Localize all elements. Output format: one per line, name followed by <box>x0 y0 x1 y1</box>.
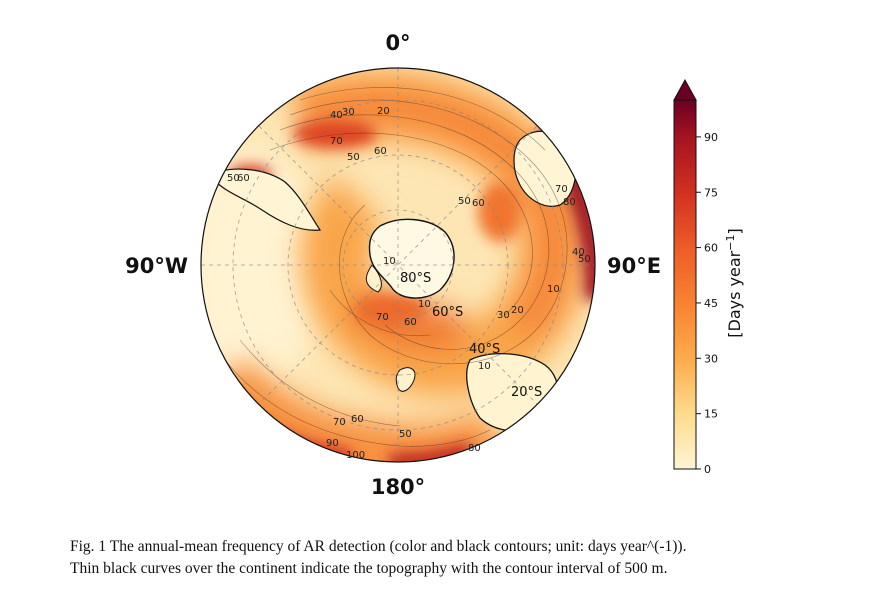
caption-line-2: Thin black curves over the continent ind… <box>70 560 668 577</box>
contour-label: 70 <box>333 417 346 428</box>
colorbar-tick-label: 75 <box>704 186 718 199</box>
lat-label-60s: 60°S <box>432 305 463 320</box>
contour-label: 70 <box>330 136 343 147</box>
contour-label: 100 <box>346 450 365 461</box>
contour-label: 70 <box>376 312 389 323</box>
contour-label: 30 <box>497 310 510 321</box>
lat-label-40s: 40°S <box>469 342 500 357</box>
contour-label: 50 <box>458 196 471 207</box>
colorbar-tick-label: 15 <box>704 408 718 421</box>
frequency-field <box>201 68 595 462</box>
contour-label: 20 <box>511 305 524 316</box>
lat-label-80s: 80°S <box>400 271 431 286</box>
contour-label: 60 <box>351 414 364 425</box>
contour-label: 10 <box>547 284 560 295</box>
contour-label: 60 <box>404 317 417 328</box>
colorbar-tick-label: 0 <box>704 463 711 476</box>
contour-label: 40 <box>330 110 343 121</box>
map-boundary <box>200 67 596 463</box>
contour-label: 90 <box>326 438 339 449</box>
contour-label: 60 <box>374 146 387 157</box>
contour-label: 80 <box>468 443 481 454</box>
contour-label: 50 <box>347 152 360 163</box>
colorbar: 0 15 30 45 60 75 90 [Days year−1] <box>673 78 744 476</box>
contour-label: 10 <box>383 256 396 267</box>
contour-label: 50 <box>399 429 412 440</box>
contour-label: 50 <box>227 173 240 184</box>
contour-label: 70 <box>555 184 568 195</box>
colorbar-label: [Days year−1] <box>724 228 744 337</box>
colorbar-tick-label: 45 <box>704 297 718 310</box>
colorbar-tick-label: 30 <box>704 352 718 365</box>
polar-map-figure: 40 30 20 70 50 60 50 60 50 60 70 80 10 3… <box>125 31 744 499</box>
contour-label: 10 <box>478 361 491 372</box>
colorbar-bar <box>673 99 697 470</box>
figure-caption: Fig. 1 The annual-mean frequency of AR d… <box>70 536 850 580</box>
contour-label: 30 <box>342 107 355 118</box>
lon-label-90e: 90°E <box>607 254 661 278</box>
graticule <box>201 68 595 462</box>
contour-label: 40 <box>572 247 585 258</box>
lon-label-0: 0° <box>385 31 410 55</box>
contour-label: 60 <box>237 173 250 184</box>
colorbar-tick-label: 60 <box>704 242 718 255</box>
lon-label-180: 180° <box>371 475 425 499</box>
contour-labels: 40 30 20 70 50 60 50 60 50 60 70 80 10 3… <box>227 106 591 461</box>
latitude-labels: 80°S 60°S 40°S 20°S <box>400 271 542 400</box>
contour-label: 80 <box>563 197 576 208</box>
colorbar-ticks: 0 15 30 45 60 75 90 <box>696 131 718 476</box>
contour-label: 20 <box>377 106 390 117</box>
lon-label-90w: 90°W <box>125 254 188 278</box>
caption-line-1: Fig. 1 The annual-mean frequency of AR d… <box>70 538 687 555</box>
contour-label: 50 <box>578 254 591 265</box>
contour-label: 10 <box>418 299 431 310</box>
colorbar-tick-label: 90 <box>704 131 718 144</box>
contour-label: 60 <box>472 198 485 209</box>
lat-label-20s: 20°S <box>511 385 542 400</box>
colorbar-extend-arrow <box>673 78 697 101</box>
